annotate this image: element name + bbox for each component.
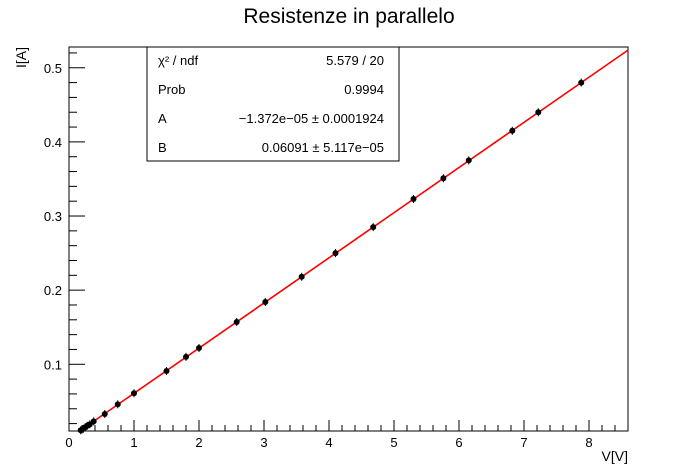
y-axis-title: I[A] bbox=[13, 47, 29, 68]
x-tick-label: 7 bbox=[520, 435, 527, 450]
x-tick-label: 8 bbox=[585, 435, 592, 450]
stats-frame bbox=[146, 46, 400, 162]
x-tick-label: 2 bbox=[195, 435, 202, 450]
stats-value: −1.372e−05 ± 0.0001924 bbox=[239, 111, 384, 126]
stats-box: χ² / ndf 5.579 / 20 Prob 0.9994 A −1.372e−05 … bbox=[146, 46, 400, 162]
x-axis-title: V[V] bbox=[602, 448, 628, 464]
x-tick-label: 1 bbox=[130, 435, 137, 450]
x-tick-label: 6 bbox=[455, 435, 462, 450]
plot-area: 0 1 2 3 4 5 6 7 8 0.1 0.2 0.3 0.4 0.5 bbox=[44, 46, 629, 450]
stats-label: Prob bbox=[158, 82, 185, 97]
stats-label: χ² / ndf bbox=[158, 53, 198, 68]
x-tick-label: 3 bbox=[260, 435, 267, 450]
chart-title: Resistenze in parallelo bbox=[243, 5, 454, 28]
stats-value: 0.06091 ± 5.117e−05 bbox=[262, 140, 384, 155]
x-tick-label: 4 bbox=[325, 435, 332, 450]
stats-value: 5.579 / 20 bbox=[326, 53, 384, 68]
y-tick-label: 0.4 bbox=[44, 135, 62, 150]
x-tick-label: 0 bbox=[65, 435, 72, 450]
x-tick-label: 5 bbox=[390, 435, 397, 450]
stats-label: B bbox=[158, 140, 167, 155]
stats-value: 0.9994 bbox=[344, 82, 384, 97]
y-tick-label: 0.3 bbox=[44, 209, 62, 224]
stats-label: A bbox=[158, 111, 167, 126]
y-tick-label: 0.2 bbox=[44, 283, 62, 298]
y-tick-label: 0.5 bbox=[44, 61, 62, 76]
y-tick-label: 0.1 bbox=[44, 357, 62, 372]
